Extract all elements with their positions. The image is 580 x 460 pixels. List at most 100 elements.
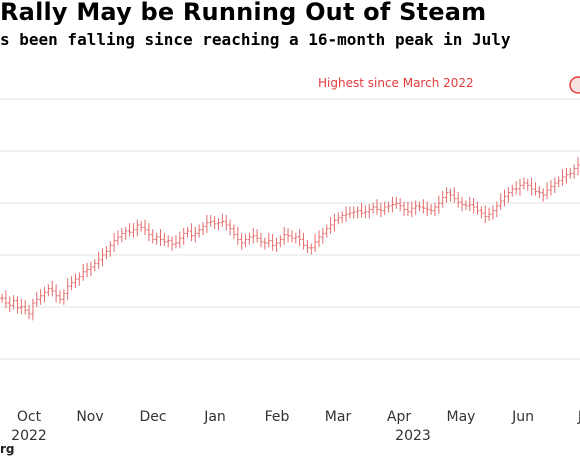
price-bar <box>398 198 402 212</box>
price-bar <box>11 295 16 310</box>
price-bar <box>394 196 398 209</box>
price-bar <box>448 188 453 202</box>
price-bar <box>286 228 290 243</box>
price-bar <box>444 187 449 203</box>
price-bar <box>201 222 205 236</box>
price-bar <box>8 296 12 312</box>
price-bar <box>155 232 159 245</box>
price-bar <box>54 284 58 303</box>
price-bar <box>213 216 217 230</box>
price-bar <box>243 234 248 248</box>
price-bar <box>352 206 356 219</box>
price-bar <box>267 232 271 248</box>
price-bar <box>479 206 483 219</box>
price-bar <box>35 291 39 308</box>
price-bar <box>356 206 360 219</box>
price-bar <box>383 201 387 215</box>
price-bar <box>379 202 383 218</box>
price-bar <box>193 226 197 243</box>
price-bar <box>390 196 395 213</box>
price-bar <box>468 196 472 212</box>
price-bar <box>251 228 255 244</box>
price-bar <box>549 180 553 196</box>
price-bar <box>62 289 66 305</box>
price-bar <box>247 232 252 245</box>
price-bar <box>425 201 429 216</box>
price-bar <box>533 182 538 196</box>
price-bar <box>518 178 522 196</box>
price-chart: Oct Nov Dec Jan Feb Mar Apr May Jun J 2022 2023 Hig… <box>0 76 580 440</box>
price-bars <box>0 157 580 321</box>
price-bar <box>328 217 333 234</box>
price-bar <box>363 205 367 219</box>
peak-marker <box>569 76 580 94</box>
price-bar <box>205 214 209 233</box>
price-bar <box>27 304 31 320</box>
price-bar <box>278 235 282 248</box>
x-tick-label: May <box>447 409 476 425</box>
price-bar <box>332 213 337 232</box>
price-bar <box>220 213 224 227</box>
price-bar <box>417 201 422 212</box>
price-bar <box>557 176 561 188</box>
price-bar <box>19 298 23 315</box>
price-bar <box>386 201 391 213</box>
price-bar <box>530 177 534 196</box>
price-bar <box>421 199 425 214</box>
price-bar <box>120 228 124 243</box>
price-bar <box>541 188 545 202</box>
gridlines <box>0 98 580 360</box>
price-bar <box>97 252 101 269</box>
price-bar <box>158 229 163 246</box>
price-bar <box>441 190 445 208</box>
price-bar <box>174 235 178 249</box>
price-bar <box>301 232 306 250</box>
price-bar <box>433 202 437 216</box>
price-bar <box>472 198 476 214</box>
price-bar <box>522 177 526 190</box>
price-bar <box>340 211 344 224</box>
source-label: rg <box>0 442 15 456</box>
price-bar <box>321 228 325 244</box>
price-bar <box>510 184 514 197</box>
price-bar <box>317 230 321 248</box>
price-bar <box>39 289 43 305</box>
price-bar <box>135 219 139 237</box>
price-bar <box>483 205 487 224</box>
price-bar <box>108 241 112 257</box>
price-bar <box>151 229 155 244</box>
price-bar <box>77 272 81 286</box>
x-tick-label: Nov <box>76 409 103 425</box>
x-axis-labels: Oct Nov Dec Jan Feb Mar Apr May Jun J 2022 2023 <box>11 409 580 440</box>
price-bar <box>170 236 174 251</box>
price-bar <box>147 223 151 242</box>
price-bar <box>85 262 89 278</box>
price-bar <box>348 206 352 219</box>
price-bar <box>325 224 329 238</box>
price-bar <box>31 298 35 321</box>
price-bar <box>437 195 441 214</box>
price-bar <box>42 286 47 303</box>
price-bar <box>209 214 213 227</box>
chart-subtitle: s been falling since reaching a 16-month… <box>0 30 511 49</box>
price-bar <box>58 290 62 304</box>
price-bar <box>271 234 275 251</box>
price-bar <box>0 294 4 303</box>
price-bar <box>124 226 128 240</box>
price-bar <box>298 229 302 246</box>
price-bar <box>182 228 186 245</box>
price-bar <box>499 193 503 210</box>
price-bar <box>69 276 74 291</box>
price-bar <box>460 196 464 212</box>
price-bar <box>131 223 136 238</box>
year-label: 2023 <box>395 428 431 440</box>
price-bar <box>475 201 480 215</box>
price-bar <box>309 243 313 255</box>
price-bar <box>294 232 298 244</box>
x-tick-label: J <box>577 409 580 425</box>
price-bar <box>375 199 379 215</box>
price-bar <box>15 296 20 314</box>
price-bar <box>406 201 410 216</box>
price-bar <box>495 201 499 218</box>
price-bar <box>116 230 120 245</box>
